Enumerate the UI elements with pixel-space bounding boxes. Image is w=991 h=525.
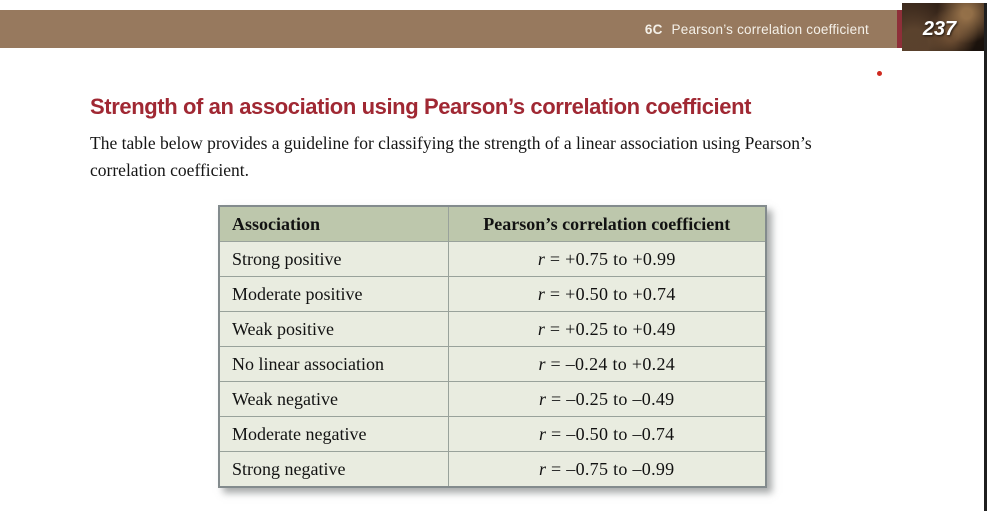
correlation-table-wrapper: Association Pearson’s correlation coeffi… — [218, 205, 767, 488]
table-row: Weak positive r = +0.25 to +0.49 — [218, 311, 767, 347]
section-code: 6C — [644, 21, 663, 37]
page-edge-line — [984, 3, 987, 511]
r-range: = +0.50 to +0.74 — [549, 283, 676, 304]
column-header-association: Association — [218, 205, 449, 242]
table-header-row: Association Pearson’s correlation coeffi… — [218, 205, 767, 242]
association-cell: Weak positive — [218, 311, 449, 347]
table-row: Moderate positive r = +0.50 to +0.74 — [218, 276, 767, 312]
coefficient-cell: r = +0.25 to +0.49 — [447, 311, 767, 347]
r-range: = –0.25 to –0.49 — [551, 388, 675, 409]
corner-photo: 237 — [902, 3, 985, 51]
association-cell: No linear association — [218, 346, 449, 382]
table-row: No linear association r = –0.24 to +0.24 — [218, 346, 767, 382]
r-range: = +0.75 to +0.99 — [549, 248, 676, 269]
association-cell: Weak negative — [218, 381, 449, 417]
coefficient-cell: r = –0.50 to –0.74 — [447, 416, 767, 452]
r-range: = +0.25 to +0.49 — [549, 318, 676, 339]
association-cell: Moderate positive — [218, 276, 449, 312]
coefficient-cell: r = –0.25 to –0.49 — [447, 381, 767, 417]
coefficient-cell: r = –0.24 to +0.24 — [447, 346, 767, 382]
table-row: Strong negative r = –0.75 to –0.99 — [218, 451, 767, 488]
association-cell: Strong negative — [218, 451, 449, 488]
r-symbol: r — [537, 318, 545, 339]
r-range: = –0.75 to –0.99 — [551, 458, 675, 479]
table-row: Strong positive r = +0.75 to +0.99 — [218, 241, 767, 277]
coefficient-cell: r = +0.50 to +0.74 — [447, 276, 767, 312]
intro-paragraph: The table below provides a guideline for… — [90, 133, 812, 180]
page-number: 237 — [922, 17, 957, 40]
section-header-bar: 6C Pearson’s correlation coefficient — [0, 10, 897, 48]
r-range: = –0.50 to –0.74 — [551, 423, 675, 444]
r-symbol: r — [537, 283, 545, 304]
red-dot — [877, 71, 882, 76]
r-symbol: r — [538, 353, 546, 374]
association-cell: Strong positive — [218, 241, 449, 277]
r-range: = –0.24 to +0.24 — [550, 353, 676, 374]
accent-strip — [897, 10, 902, 48]
coefficient-cell: r = +0.75 to +0.99 — [447, 241, 767, 277]
coefficient-cell: r = –0.75 to –0.99 — [447, 451, 767, 488]
column-header-coefficient: Pearson’s correlation coefficient — [447, 205, 767, 242]
table-row: Weak negative r = –0.25 to –0.49 — [218, 381, 767, 417]
page-title: Strength of an association using Pearson… — [90, 94, 752, 119]
table-row: Moderate negative r = –0.50 to –0.74 — [218, 416, 767, 452]
section-title: Pearson’s correlation coefficient — [671, 21, 869, 37]
r-symbol: r — [539, 458, 547, 479]
r-symbol: r — [539, 388, 547, 409]
r-symbol: r — [539, 423, 547, 444]
r-symbol: r — [537, 248, 545, 269]
correlation-table: Association Pearson’s correlation coeffi… — [218, 205, 767, 488]
association-cell: Moderate negative — [218, 416, 449, 452]
